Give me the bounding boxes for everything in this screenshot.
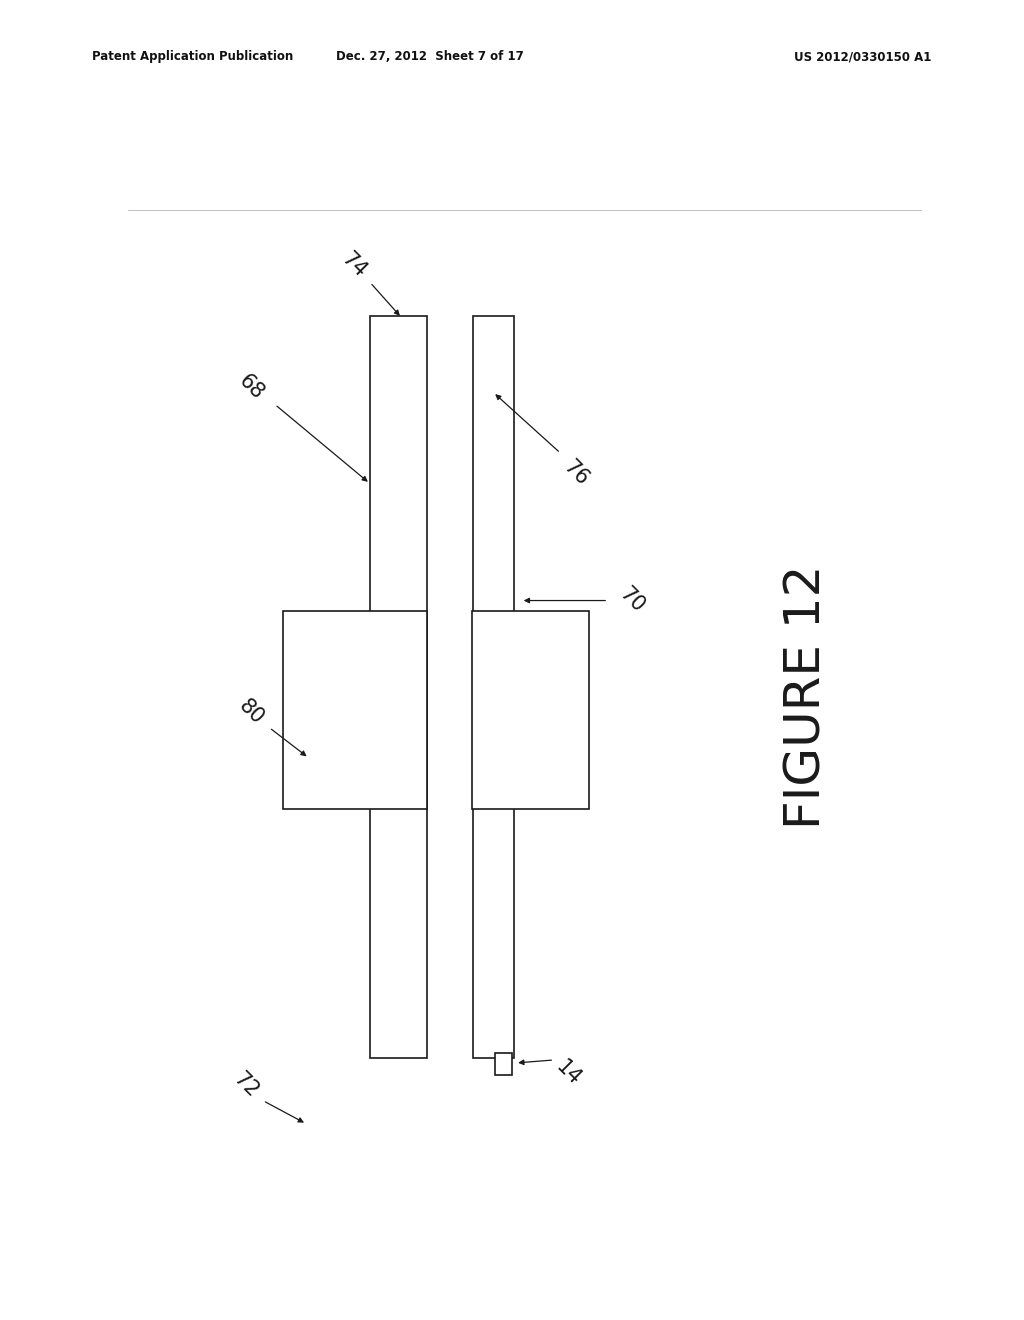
Bar [473, 315, 514, 1057]
Text: Dec. 27, 2012  Sheet 7 of 17: Dec. 27, 2012 Sheet 7 of 17 [336, 50, 524, 63]
Bar [495, 1053, 512, 1076]
Text: 72: 72 [229, 1069, 262, 1102]
Text: 70: 70 [615, 583, 648, 616]
Text: Patent Application Publication: Patent Application Publication [92, 50, 294, 63]
Text: US 2012/0330150 A1: US 2012/0330150 A1 [795, 50, 932, 63]
Text: 76: 76 [560, 457, 593, 490]
Text: 14: 14 [552, 1057, 585, 1089]
Bar [472, 611, 589, 809]
Bar [370, 315, 427, 1057]
Text: 74: 74 [338, 248, 371, 281]
Text: FIGURE 12: FIGURE 12 [782, 565, 830, 829]
Text: 68: 68 [234, 371, 267, 404]
Text: 80: 80 [234, 696, 267, 729]
Bar [283, 611, 427, 809]
